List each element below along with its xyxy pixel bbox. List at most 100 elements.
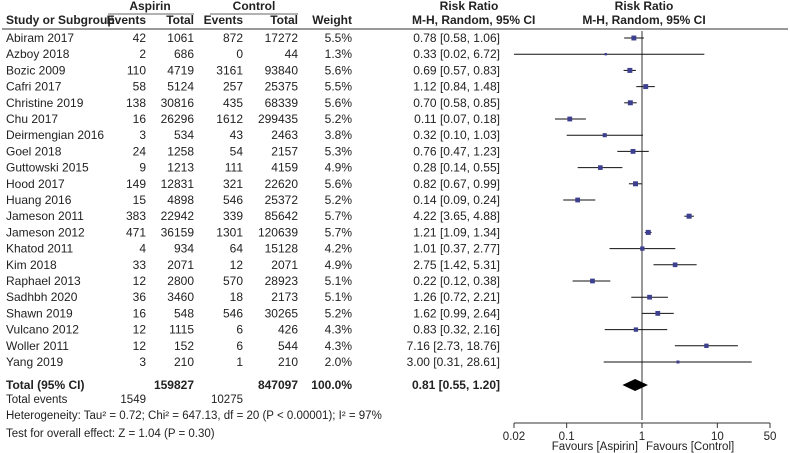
events-control: 12 (230, 258, 244, 272)
events-aspirin: 12 (133, 323, 147, 337)
study-name: Cafri 2017 (6, 80, 62, 94)
study-weight: 5.6% (325, 96, 353, 110)
events-aspirin: 42 (133, 31, 147, 45)
events-aspirin: 36 (133, 290, 147, 304)
total-control: 544 (278, 339, 298, 353)
events-control: 321 (223, 177, 243, 191)
header-aspirin: Aspirin (129, 0, 170, 13)
events-control: 872 (223, 31, 243, 45)
point-estimate (604, 53, 607, 56)
events-control: 64 (230, 242, 244, 256)
events-aspirin: 58 (133, 80, 147, 94)
study-risk-ratio: 0.11 [0.07, 0.18] (414, 112, 500, 126)
total-aspirin: 4898 (167, 193, 194, 207)
total-control: 68339 (265, 96, 299, 110)
events-aspirin: 3 (139, 128, 146, 142)
point-estimate (575, 197, 581, 203)
study-weight: 5.1% (325, 290, 353, 304)
total-control: 210 (278, 355, 298, 369)
events-control: 257 (223, 80, 243, 94)
x-tick-label: 0.02 (503, 431, 525, 443)
point-estimate (633, 327, 639, 332)
favours-control-label: Favours [Control] (646, 441, 734, 453)
study-risk-ratio: 0.70 [0.58, 0.85] (413, 96, 500, 110)
total-aspirin: 36159 (161, 225, 195, 239)
total-aspirin-sum: 159827 (154, 378, 194, 392)
study-risk-ratio: 0.78 [0.58, 1.06] (413, 31, 500, 45)
events-control: 0 (236, 47, 243, 61)
heterogeneity-stats: Heterogeneity: Tau² = 0.72; Chi² = 647.1… (6, 410, 382, 422)
point-estimate (627, 67, 633, 73)
total-control: 120639 (258, 225, 298, 239)
events-control: 43 (230, 128, 244, 142)
header-events-aspirin: Events (107, 13, 147, 27)
study-weight: 2.0% (325, 355, 353, 369)
events-control: 339 (223, 209, 243, 223)
total-control: 2173 (271, 290, 298, 304)
events-aspirin: 9 (139, 161, 146, 175)
total-control: 299435 (258, 112, 298, 126)
point-estimate (633, 181, 638, 187)
total-aspirin: 548 (174, 306, 194, 320)
study-risk-ratio: 0.32 [0.10, 1.03] (413, 128, 500, 142)
point-estimate (627, 100, 633, 106)
study-name: Azboy 2018 (6, 47, 70, 61)
study-weight: 5.7% (325, 225, 353, 239)
total-control: 25372 (265, 193, 299, 207)
header-weight: Weight (312, 13, 352, 27)
total-control: 25375 (265, 80, 299, 94)
study-risk-ratio: 2.75 [1.42, 5.31] (413, 258, 500, 272)
total-aspirin: 2071 (167, 258, 194, 272)
events-aspirin: 12 (133, 274, 147, 288)
events-control: 111 (225, 161, 244, 175)
total-aspirin: 5124 (167, 80, 194, 94)
total-control: 17272 (265, 31, 299, 45)
study-weight: 4.2% (325, 242, 353, 256)
total-aspirin: 1115 (169, 323, 194, 337)
events-control: 1301 (216, 225, 243, 239)
total-control: 426 (278, 323, 298, 337)
study-weight: 5.6% (325, 177, 353, 191)
total-aspirin: 1061 (167, 31, 194, 45)
study-risk-ratio: 4.22 [3.65, 4.88] (413, 209, 500, 223)
total-control: 28923 (265, 274, 299, 288)
events-control: 546 (223, 193, 243, 207)
events-aspirin: 15 (133, 193, 147, 207)
total-control: 4159 (271, 161, 298, 175)
study-weight: 4.3% (325, 339, 353, 353)
point-estimate (704, 343, 709, 348)
study-risk-ratio: 0.33 [0.02, 6.72] (413, 47, 500, 61)
study-name: Shawn 2019 (6, 306, 73, 320)
point-estimate (672, 262, 678, 268)
point-estimate (647, 294, 652, 300)
total-aspirin: 4719 (167, 63, 194, 77)
total-control-sum: 847097 (258, 378, 298, 392)
header-events-control: Events (204, 13, 244, 27)
point-estimate (567, 116, 573, 122)
events-aspirin: 24 (133, 144, 147, 158)
study-weight: 5.5% (325, 31, 353, 45)
events-aspirin: 12 (133, 339, 147, 353)
events-aspirin: 110 (127, 63, 146, 77)
total-events-label: Total events (6, 394, 68, 406)
total-aspirin: 30816 (161, 96, 195, 110)
total-aspirin: 3460 (167, 290, 194, 304)
x-tick-label: 0.1 (559, 431, 575, 443)
study-risk-ratio: 3.00 [0.31, 28.61] (407, 355, 500, 369)
total-control: 2157 (271, 144, 298, 158)
header-control: Control (233, 0, 276, 13)
study-name: Hood 2017 (6, 177, 65, 191)
study-risk-ratio: 0.69 [0.57, 0.83] (413, 63, 500, 77)
total-control: 85642 (265, 209, 299, 223)
total-events-aspirin: 1549 (120, 394, 146, 406)
events-aspirin: 138 (126, 96, 146, 110)
events-control: 570 (223, 274, 243, 288)
study-name: Jameson 2012 (6, 225, 85, 239)
study-risk-ratio: 0.82 [0.67, 0.99] (413, 177, 500, 191)
point-estimate (631, 35, 637, 41)
study-weight: 4.3% (325, 323, 353, 337)
overall-effect-test: Test for overall effect: Z = 1.04 (P = 0… (6, 428, 215, 440)
study-name: Goel 2018 (6, 144, 62, 158)
events-aspirin: 2 (139, 47, 146, 61)
study-weight: 5.2% (325, 306, 353, 320)
